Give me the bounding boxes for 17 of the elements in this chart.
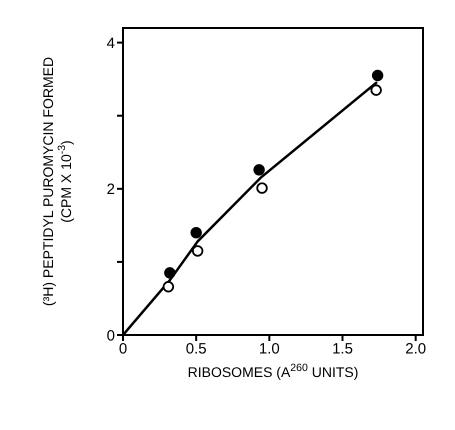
point bbox=[192, 245, 204, 257]
y-tick-label: 2 bbox=[106, 181, 115, 198]
x-tick-label: 0 bbox=[118, 340, 128, 358]
x-tick-label: 1.0 bbox=[258, 340, 280, 358]
x-tick-label: 0.5 bbox=[186, 340, 207, 358]
x-tick-label: 2.0 bbox=[405, 340, 426, 358]
y-tick-label: 0 bbox=[106, 327, 115, 344]
x-tick-label: 1.5 bbox=[332, 340, 353, 358]
x-axis-title: RIBOSOMES (A$^{260}$ UNITS) bbox=[188, 362, 358, 380]
point bbox=[164, 267, 176, 279]
y-tick-label: 4 bbox=[106, 34, 115, 52]
point bbox=[370, 84, 382, 96]
point bbox=[190, 226, 202, 238]
point bbox=[256, 182, 268, 194]
point bbox=[253, 164, 265, 176]
point bbox=[372, 70, 384, 82]
point bbox=[162, 281, 174, 292]
